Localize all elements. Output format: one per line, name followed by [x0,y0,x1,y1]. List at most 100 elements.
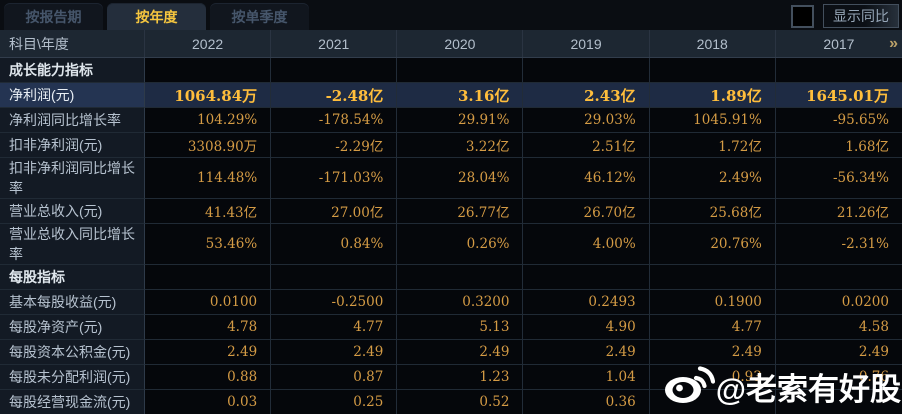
cell: -2.48亿 [271,83,398,108]
table-row: 每股资本公积金(元) 2.49 2.49 2.49 2.49 2.49 2.49 [0,340,902,365]
cell: 2.51亿 [523,133,650,158]
cell: 1.23 [397,365,524,390]
row-label: 每股未分配利润(元) [0,365,145,390]
cell: 1045.91% [649,108,776,133]
cell [649,390,776,414]
cell [271,265,398,290]
cell [775,265,902,290]
year-header-2017: 2017 » [776,30,902,57]
cell [775,390,902,414]
year-header-2018: 2018 [650,30,776,57]
table-row: 营业总收入(元) 41.43亿 27.00亿 26.77亿 26.70亿 25.… [0,199,902,224]
table-row: 每股净资产(元) 4.78 4.77 5.13 4.90 4.77 4.58 [0,315,902,340]
cell: 0.84% [271,224,398,265]
cell: 0.03 [145,390,272,414]
cell: 2.49% [649,158,776,199]
cell: 27.00亿 [271,199,398,224]
cell: 0.0100 [145,290,272,315]
cell: 0.36 [523,390,650,414]
cell: 2.49 [145,340,272,365]
cell: 0.93 [649,365,776,390]
cell: 2.49 [271,340,398,365]
cell: 1.72亿 [649,133,776,158]
cell [775,58,902,83]
cell: 5.13 [397,315,524,340]
cell: 4.58 [775,315,902,340]
cell [649,265,776,290]
cell: 0.88 [145,365,272,390]
cell: -56.34% [775,158,902,199]
table-row: 每股指标 [0,265,902,290]
cell: 21.26亿 [775,199,902,224]
cell: 3.16亿 [397,83,524,108]
cell: 0.1900 [649,290,776,315]
row-label: 每股资本公积金(元) [0,340,145,365]
cell [523,265,650,290]
cell [397,265,524,290]
cell: 1.68亿 [775,133,902,158]
cell: 2.49 [649,340,776,365]
cell: -171.03% [271,158,398,199]
row-label: 扣非净利润同比增长率 [0,158,145,199]
year-header-2021: 2021 [271,30,398,57]
table-row: 成长能力指标 [0,58,902,83]
row-label: 每股经营现金流(元) [0,390,145,414]
cell: 2.49 [397,340,524,365]
cell: 0.26% [397,224,524,265]
cell: 2.49 [523,340,650,365]
cell: 4.90 [523,315,650,340]
cell: 26.77亿 [397,199,524,224]
tab-by-report-period[interactable]: 按报告期 [4,3,103,30]
cell [523,58,650,83]
year-header-2017-label: 2017 [823,35,855,52]
cell: 4.77 [649,315,776,340]
cell: 1.04 [523,365,650,390]
cell: -2.31% [775,224,902,265]
cell: 3.22亿 [397,133,524,158]
cell: 20.76% [649,224,776,265]
cell: 1645.01万 [775,83,902,108]
cell: -2.29亿 [271,133,398,158]
tab-by-year[interactable]: 按年度 [107,3,206,30]
cell: 46.12% [523,158,650,199]
cell: 1.89亿 [649,83,776,108]
table-row: 扣非净利润同比增长率 114.48% -171.03% 28.04% 46.12… [0,158,902,199]
cell [397,58,524,83]
cell: 104.29% [145,108,272,133]
cell [145,58,272,83]
cell: 29.91% [397,108,524,133]
corner-header: 科目\年度 [0,30,145,57]
cell: 26.70亿 [523,199,650,224]
cell [145,265,272,290]
period-tabbar: 按报告期 按年度 按单季度 显示同比 [0,0,902,30]
cell: 2.49 [775,340,902,365]
cell: 28.04% [397,158,524,199]
show-yoy-label[interactable]: 显示同比 [823,4,899,28]
cell: 0.76 [775,365,902,390]
cell: 29.03% [523,108,650,133]
table-row: 每股经营现金流(元) 0.03 0.25 0.52 0.36 [0,390,902,414]
row-label: 成长能力指标 [0,58,145,83]
cell: 0.87 [271,365,398,390]
table-row: 每股未分配利润(元) 0.88 0.87 1.23 1.04 0.93 0.76 [0,365,902,390]
cell: 4.77 [271,315,398,340]
more-years-icon[interactable]: » [889,34,898,52]
cell: 0.3200 [397,290,524,315]
row-label: 净利润同比增长率 [0,108,145,133]
table-row: 基本每股收益(元) 0.0100 -0.2500 0.3200 0.2493 0… [0,290,902,315]
row-label: 基本每股收益(元) [0,290,145,315]
year-header-2022: 2022 [145,30,272,57]
show-yoy-checkbox[interactable] [791,4,814,28]
cell [649,58,776,83]
table-header-row: 科目\年度 2022 2021 2020 2019 2018 2017 » [0,30,902,58]
tab-by-single-quarter[interactable]: 按单季度 [210,3,309,30]
cell: 41.43亿 [145,199,272,224]
row-label: 扣非净利润(元) [0,133,145,158]
cell: 0.2493 [523,290,650,315]
cell: 4.78 [145,315,272,340]
cell: 0.25 [271,390,398,414]
cell: 2.43亿 [523,83,650,108]
cell: 0.0200 [775,290,902,315]
yoy-controls: 显示同比 [791,4,899,28]
cell: -0.2500 [271,290,398,315]
